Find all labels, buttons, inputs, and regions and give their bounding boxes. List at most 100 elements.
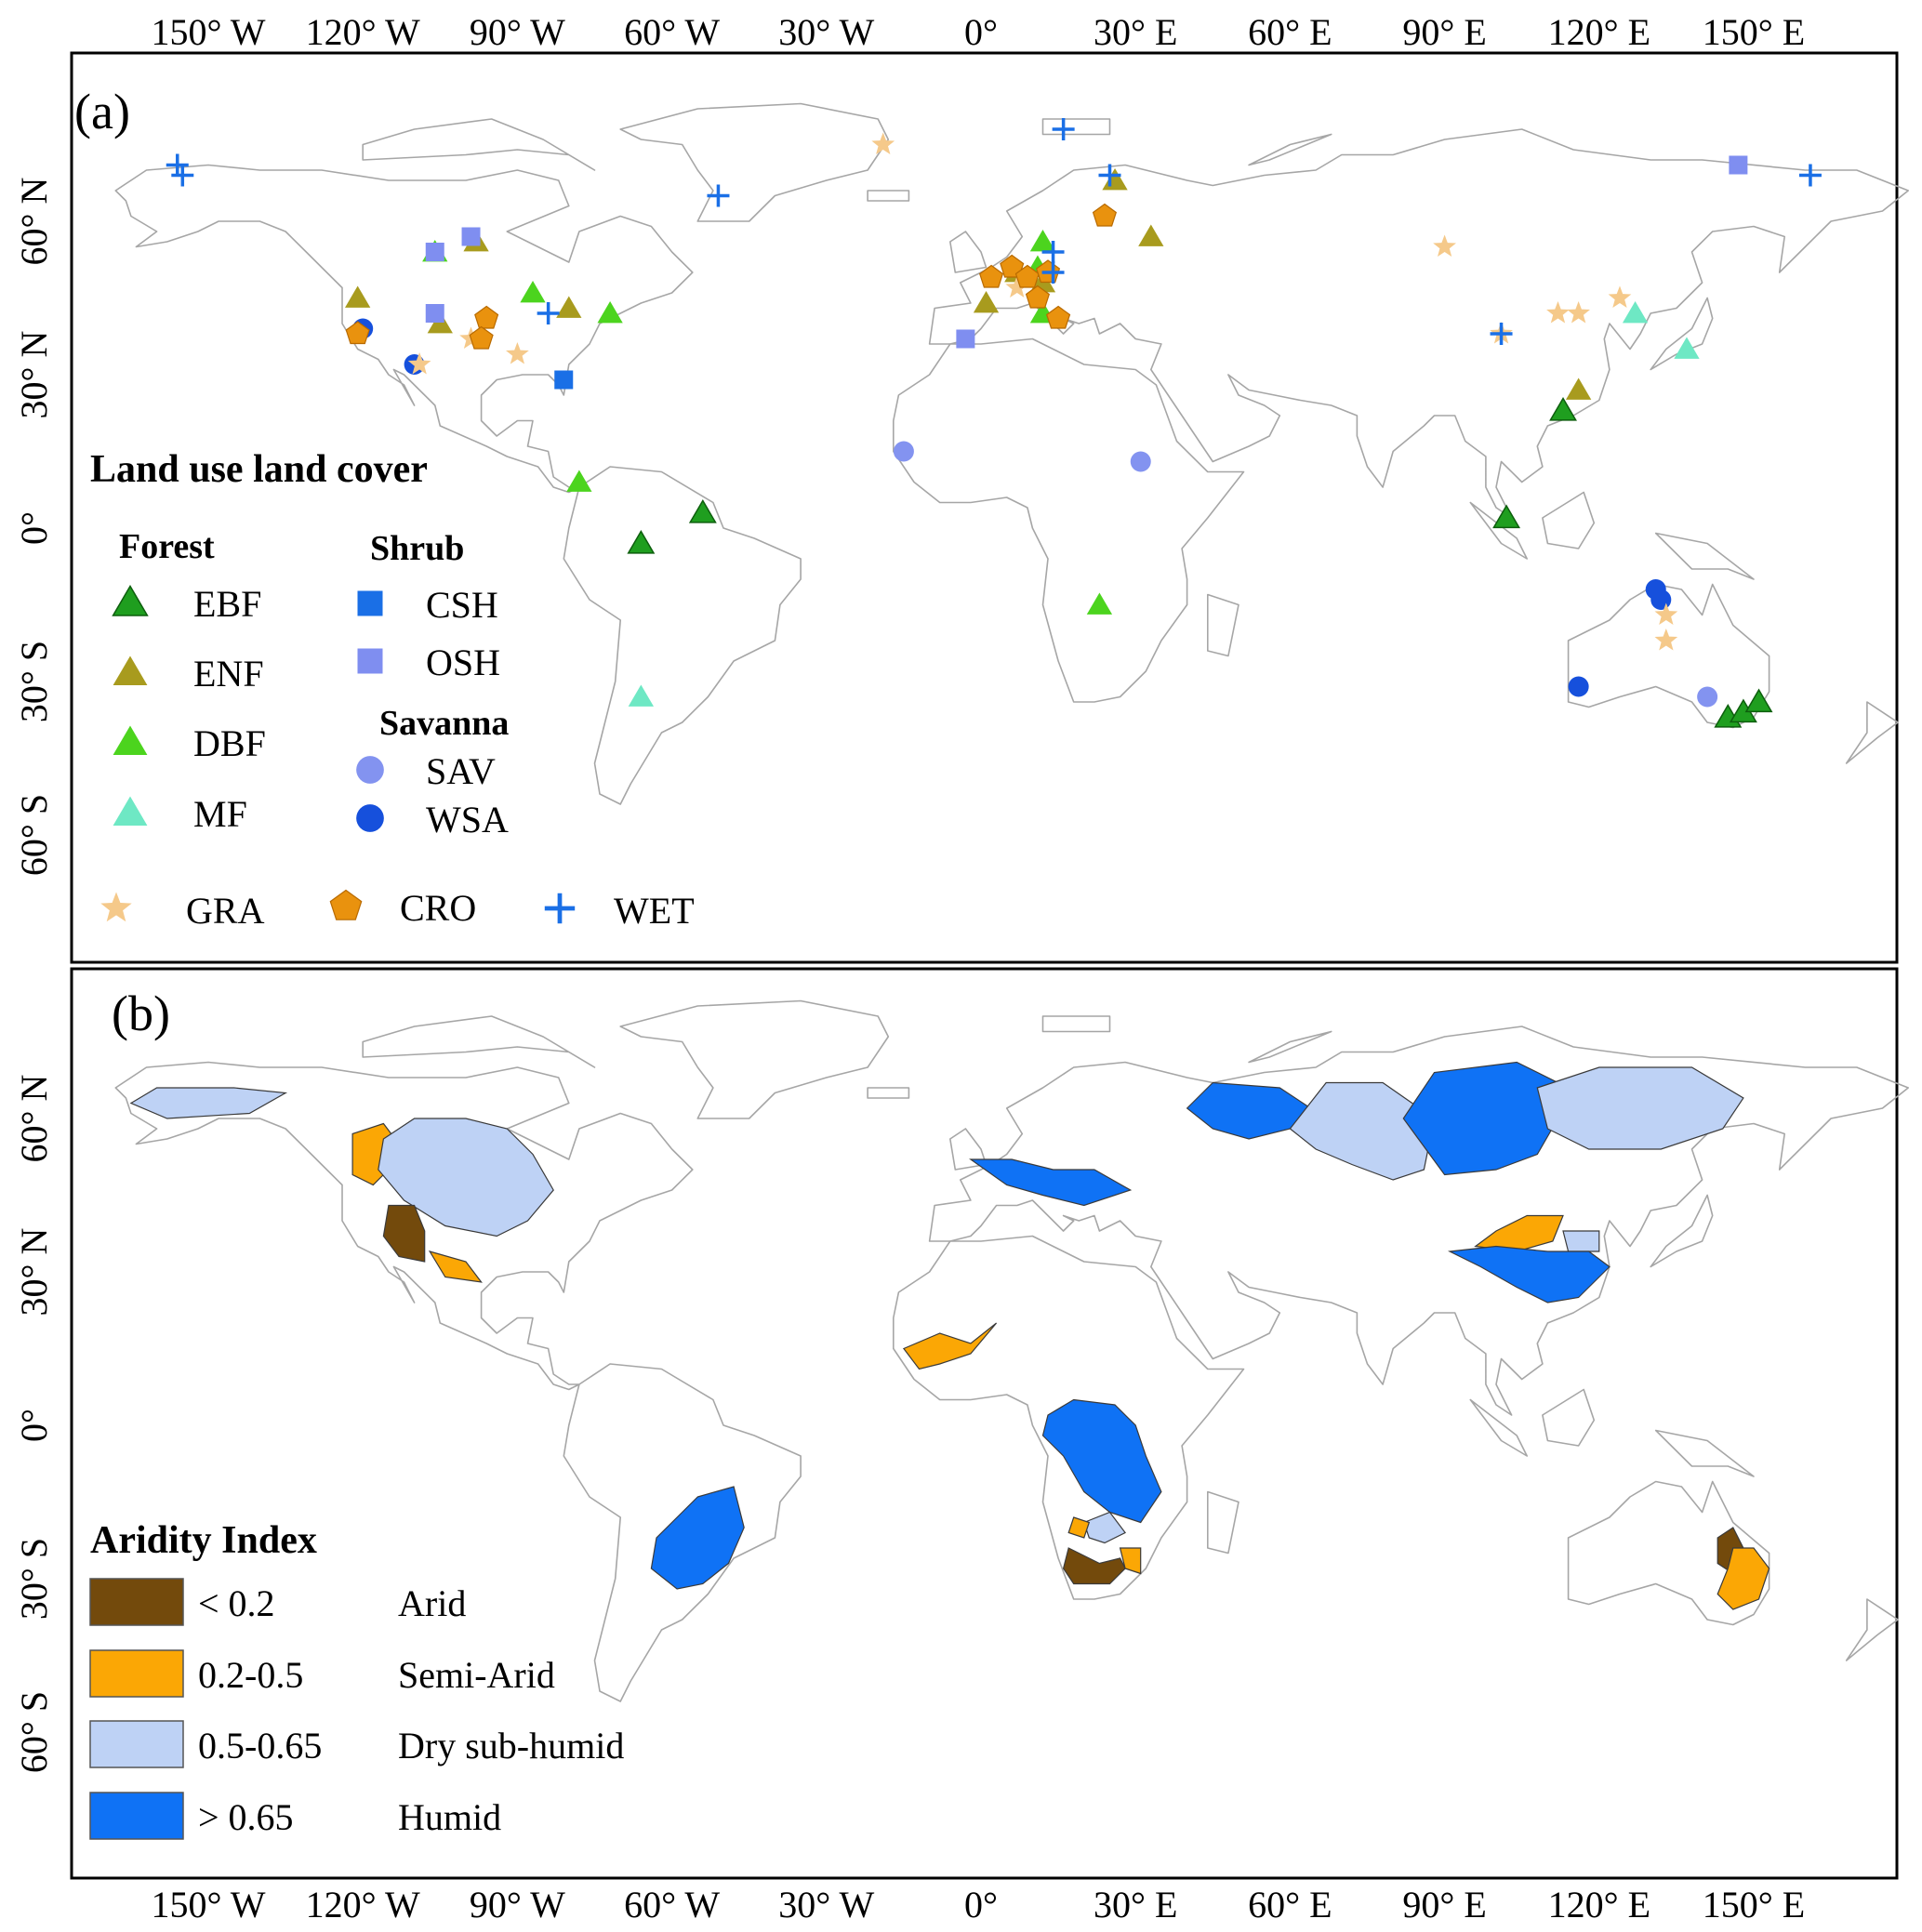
legend-sav-label: SAV — [426, 750, 496, 792]
lon-tick-bottom: 90° W — [470, 1884, 565, 1925]
site-dbf — [520, 281, 546, 303]
lat-tick-panel-b: 0° — [13, 1409, 55, 1442]
coastline — [619, 102, 890, 222]
site-gra — [1654, 602, 1678, 625]
panel-b-label: (b) — [112, 986, 170, 1041]
legend-mf-label: MF — [193, 793, 247, 835]
basin-semi-arid — [428, 1251, 483, 1283]
legend-ebf-label: EBF — [193, 583, 261, 625]
site-dbf — [597, 301, 623, 324]
site-ebf — [1492, 504, 1521, 529]
legend-cro-symbol — [329, 889, 363, 920]
site-wsa — [356, 804, 384, 832]
legend-cro-label: CRO — [400, 887, 476, 929]
lon-tick-top: 150° W — [151, 11, 265, 53]
lon-tick-bottom: 30° E — [1094, 1884, 1177, 1925]
coastline — [949, 231, 988, 273]
coastline — [867, 190, 910, 202]
legend-aridity: Aridity Index < 0.2 Arid 0.2-0.5 Semi-Ar… — [89, 1519, 624, 1840]
legend-humid-name: Humid — [398, 1796, 501, 1838]
aridity-basins — [129, 1061, 1770, 1610]
lat-tick-panel-b: 30° S — [13, 1538, 55, 1620]
legend-semi-arid-name: Semi-Arid — [398, 1654, 555, 1696]
coastline — [1654, 532, 1755, 580]
lat-tick-panel-a: 60° S — [13, 794, 55, 876]
site-cro — [1025, 285, 1051, 309]
lon-tick-top: 60° E — [1248, 11, 1332, 53]
site-osh — [1729, 155, 1748, 175]
site-enf — [1138, 224, 1164, 246]
lon-tick-bottom: 120° E — [1548, 1884, 1650, 1925]
lon-tick-bottom: 120° W — [306, 1884, 420, 1925]
site-enf — [973, 291, 1000, 313]
site-wet — [1098, 164, 1121, 187]
legend-arid-swatch — [89, 1578, 184, 1626]
coastline — [893, 337, 1245, 703]
legend-humid-range: > 0.65 — [198, 1796, 294, 1838]
lat-tick-panel-b: 60° N — [13, 1075, 55, 1163]
site-gra — [1546, 301, 1570, 324]
lon-tick-top: 30° W — [778, 11, 874, 53]
legend-csh-label: CSH — [426, 584, 498, 626]
legend-savanna-title: Savanna — [379, 704, 509, 743]
legend-ebf-symbol — [112, 584, 149, 616]
legend-wet-symbol — [544, 893, 576, 924]
site-dbf — [1086, 592, 1113, 615]
basin-dry-sub-humid — [1536, 1066, 1744, 1150]
site-cro — [1045, 305, 1071, 329]
site-enf — [1565, 377, 1592, 400]
legend-enf-symbol — [113, 655, 148, 686]
site-wsa — [1568, 676, 1589, 697]
site-dbf — [113, 725, 148, 756]
legend-shrub-title: Shrub — [370, 529, 464, 568]
site-mf — [628, 684, 655, 707]
site-cro — [978, 264, 1004, 288]
coastline — [1207, 593, 1239, 657]
legend-humid-swatch — [89, 1792, 184, 1840]
site-wet — [171, 164, 194, 187]
lon-tick-top: 60° W — [624, 11, 720, 53]
legend-csh-symbol — [357, 590, 383, 616]
lon-tick-top: 150° E — [1703, 11, 1805, 53]
legend-arid-range: < 0.2 — [198, 1582, 275, 1624]
site-sav — [1130, 451, 1151, 472]
coastline — [362, 1015, 596, 1068]
site-gra — [100, 892, 132, 922]
site-ebf — [1549, 397, 1577, 421]
site-cro — [1000, 254, 1025, 278]
site-enf — [556, 296, 582, 318]
site-wet — [1041, 261, 1065, 284]
site-osh — [425, 304, 444, 323]
lon-tick-top: 120° W — [306, 11, 420, 53]
site-wet — [1041, 241, 1065, 263]
site-gra — [1005, 275, 1029, 298]
site-osh — [425, 243, 444, 261]
site-dbf — [1029, 230, 1056, 252]
legend-dry-sub-humid-name: Dry sub-humid — [398, 1725, 624, 1767]
legend-arid-name: Arid — [398, 1582, 466, 1624]
lat-tick-panel-a: 60° N — [13, 178, 55, 266]
site-ebf — [627, 530, 656, 554]
legend-land-cover: Land use land cover Forest Shrub Savanna… — [90, 448, 695, 932]
coastline — [1041, 118, 1111, 136]
coastline — [619, 999, 890, 1119]
site-sav — [1697, 686, 1718, 708]
site-mf — [1622, 301, 1649, 324]
site-wet — [1052, 118, 1075, 140]
coastline — [114, 1061, 694, 1391]
site-wet — [166, 153, 189, 177]
site-osh — [461, 227, 481, 246]
lon-tick-top: 120° E — [1548, 11, 1650, 53]
coastline — [1567, 1480, 1770, 1626]
legend-land-cover-title: Land use land cover — [90, 448, 428, 491]
site-cro — [474, 305, 499, 329]
site-wet — [1490, 323, 1513, 345]
legend-semi-arid-swatch — [89, 1649, 184, 1698]
basin-humid — [969, 1158, 1133, 1207]
basin-semi-arid — [1067, 1516, 1091, 1539]
legend-wet-label: WET — [614, 890, 695, 932]
coastline — [563, 1363, 802, 1702]
site-mf — [1674, 337, 1700, 359]
coastline — [928, 1026, 1909, 1416]
